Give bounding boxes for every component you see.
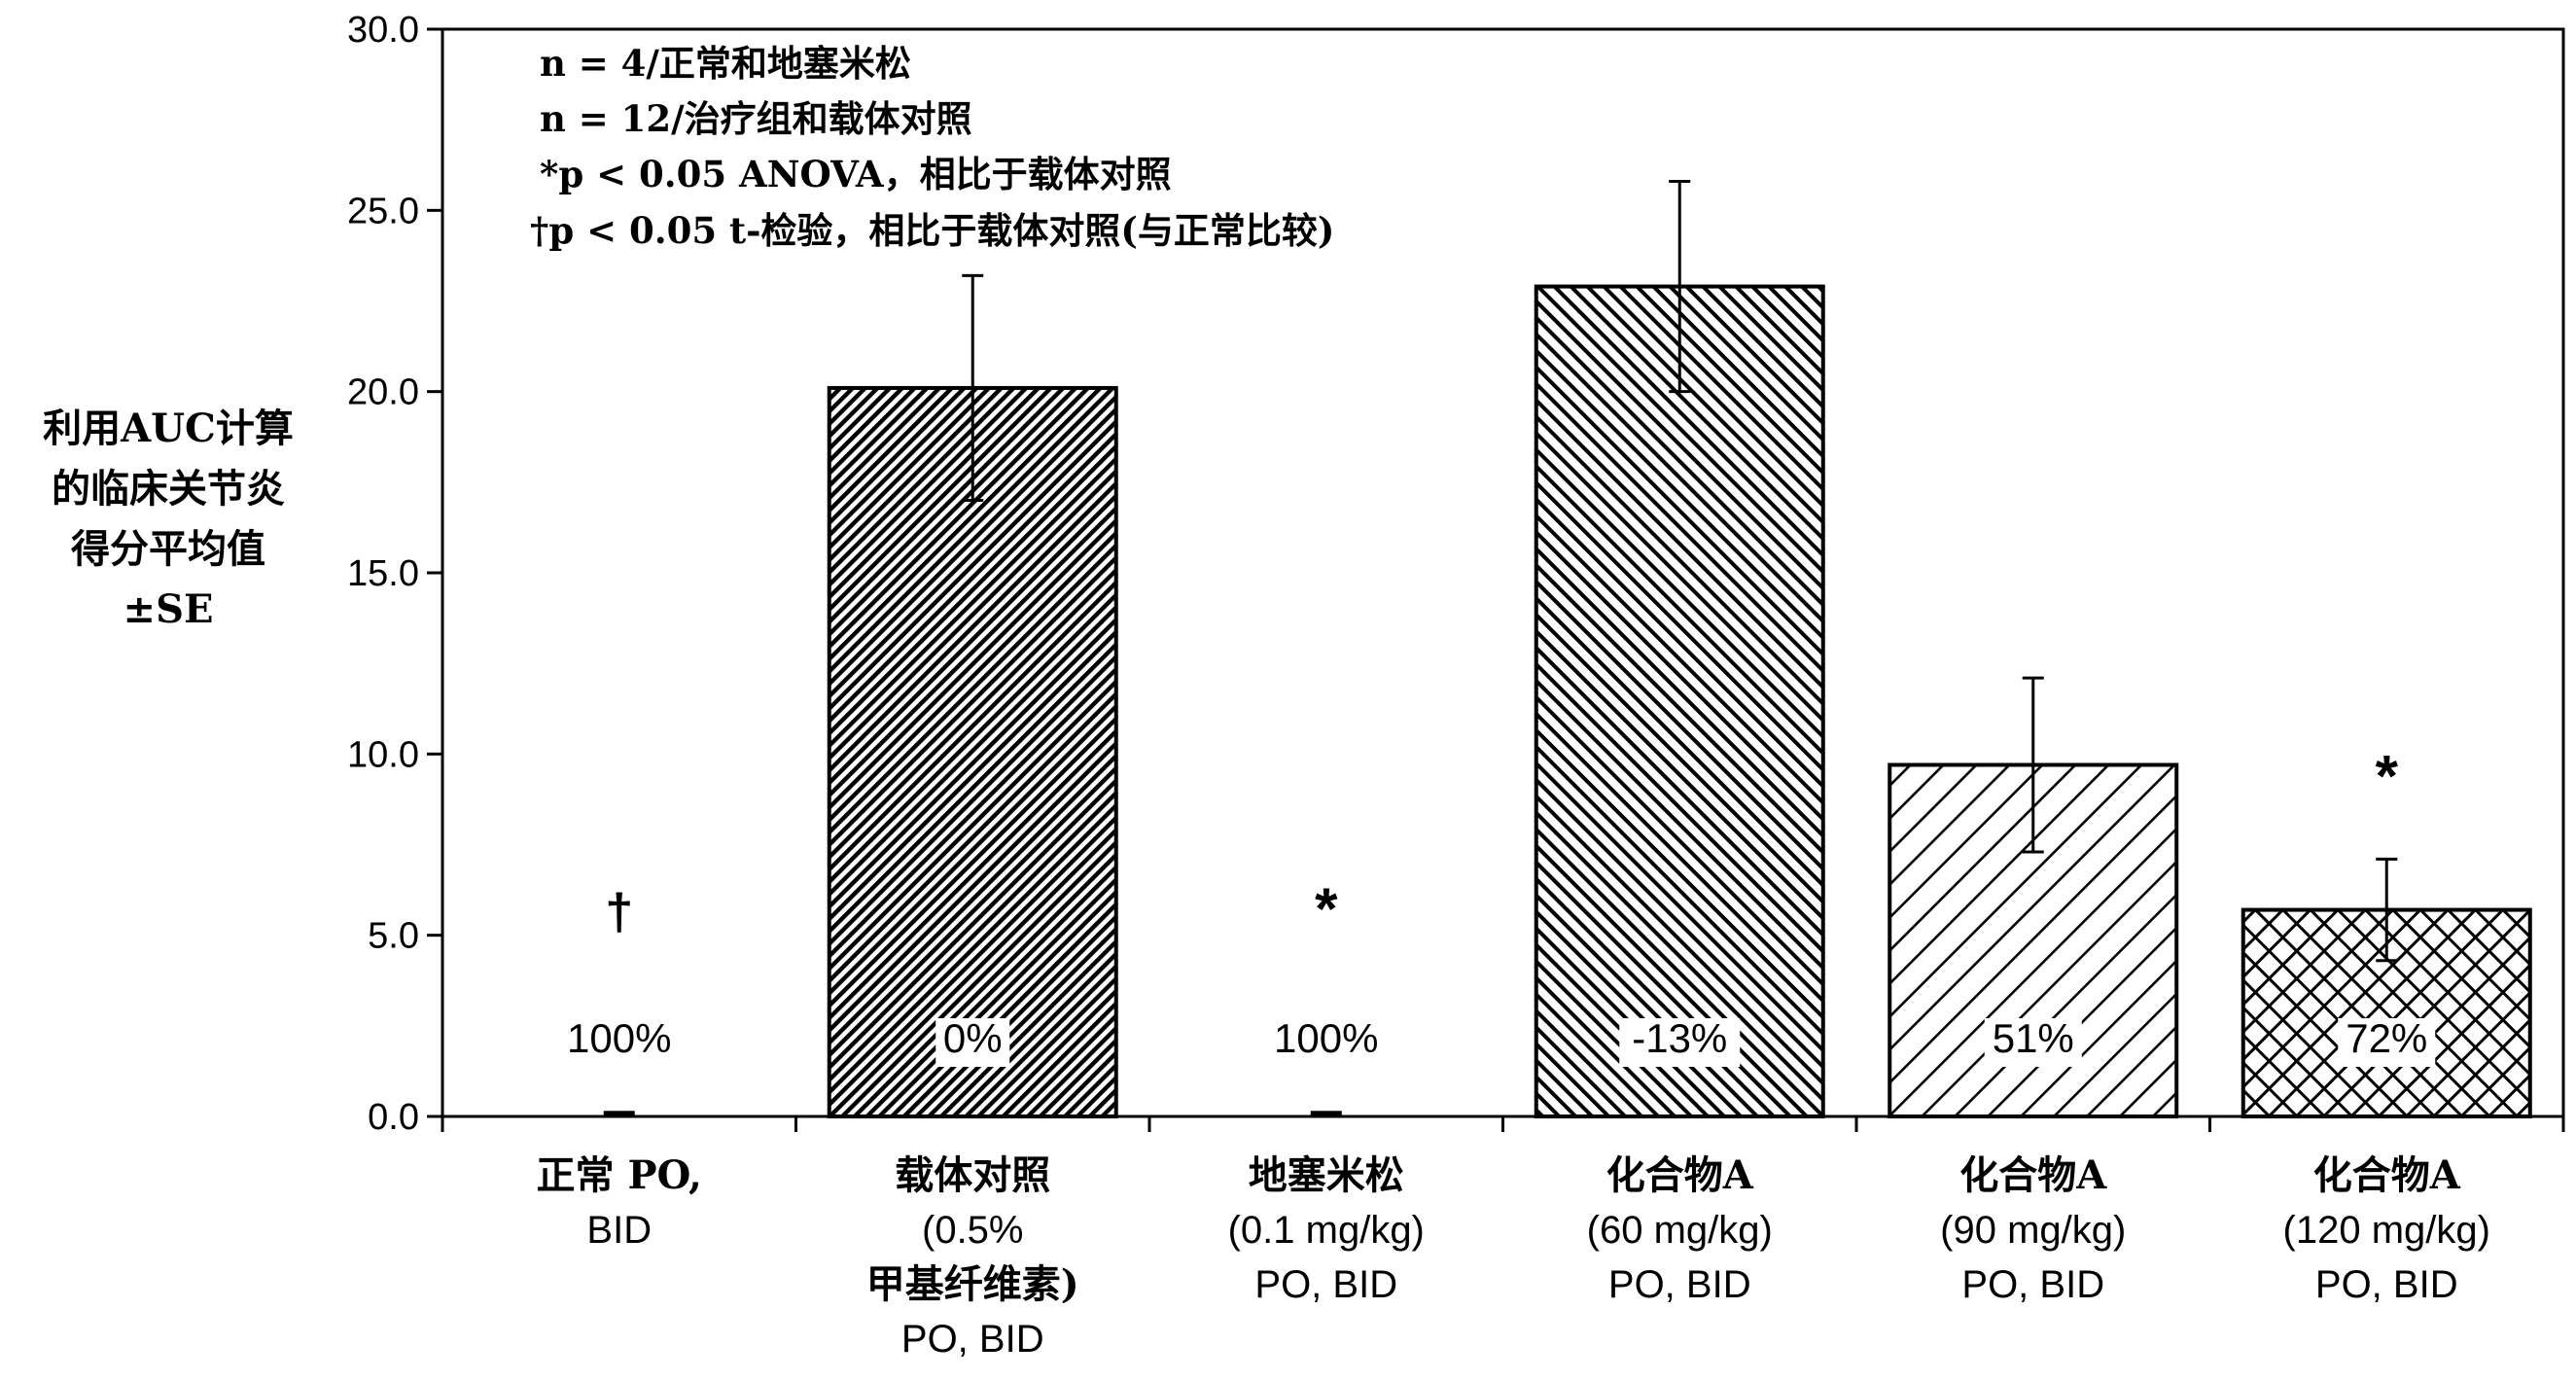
significance-mark: * bbox=[2376, 743, 2399, 808]
percent-label-box bbox=[1619, 1018, 1741, 1067]
category-label: 化合物A bbox=[1959, 1152, 2107, 1198]
category-labels: 正常 PO, BID 载体对照 (0.5% 甲基纤维素) PO, BID 地塞米松 (0.1 … bbox=[537, 1152, 2490, 1361]
y-axis-label-line: 利用AUC计算 bbox=[43, 406, 294, 451]
category-label: 化合物A bbox=[2313, 1152, 2461, 1198]
annotations: n = 4/正常和地塞米松 n = 12/治疗组和载体对照 *p < 0.05 … bbox=[530, 42, 1334, 252]
category-label: PO, BID bbox=[2315, 1263, 2458, 1306]
significance-mark: * bbox=[1315, 876, 1338, 941]
category-label: PO, BID bbox=[1254, 1263, 1397, 1306]
y-axis-label-line: 的临床关节炎 bbox=[52, 466, 285, 512]
bar bbox=[827, 385, 1118, 1118]
percent-label: 72% bbox=[2346, 1015, 2427, 1061]
percent-label: -13% bbox=[1632, 1015, 1727, 1061]
percent-label-box bbox=[2338, 1018, 2436, 1067]
percent-label-box bbox=[1984, 1018, 2082, 1067]
y-tick-label: 5.0 bbox=[368, 916, 419, 957]
bar bbox=[1534, 284, 1825, 1118]
percent-label: 100% bbox=[567, 1015, 671, 1061]
y-tick-label: 15.0 bbox=[347, 553, 419, 594]
category-label: (60 mg/kg) bbox=[1587, 1209, 1773, 1252]
category-label: (120 mg/kg) bbox=[2283, 1209, 2490, 1252]
y-axis-label-line: 得分平均值 bbox=[71, 526, 265, 572]
category-label: (0.1 mg/kg) bbox=[1228, 1209, 1425, 1252]
bar bbox=[603, 1111, 635, 1116]
category-label: (90 mg/kg) bbox=[1940, 1209, 2126, 1252]
y-tick-label: 20.0 bbox=[347, 372, 419, 413]
annotation-line: n = 12/治疗组和载体对照 bbox=[540, 97, 972, 140]
category-label: 地塞米松 bbox=[1249, 1152, 1404, 1198]
significance-mark: † bbox=[605, 884, 633, 940]
percent-label-box bbox=[935, 1018, 1010, 1067]
annotation-line: *p < 0.05 ANOVA，相比于载体对照 bbox=[540, 153, 1172, 195]
bar bbox=[1310, 1111, 1342, 1116]
annotation-line: n = 4/正常和地塞米松 bbox=[540, 42, 911, 85]
category-label: PO, BID bbox=[1961, 1263, 2104, 1306]
category-label: PO, BID bbox=[1608, 1263, 1751, 1306]
y-axis-label: 利用AUC计算 的临床关节炎 得分平均值 ±SE bbox=[8, 399, 329, 640]
bars: 100% † 0% 100% * -13% 51% 72% * bbox=[567, 180, 2532, 1119]
x-axis bbox=[441, 1116, 2565, 1132]
category-label: PO, BID bbox=[901, 1318, 1044, 1361]
percent-label: 0% bbox=[943, 1015, 1003, 1061]
percent-label: 100% bbox=[1274, 1015, 1378, 1061]
percent-label: 51% bbox=[1993, 1015, 2074, 1061]
y-tick-label: 30.0 bbox=[347, 10, 419, 51]
category-label: 化合物A bbox=[1606, 1152, 1754, 1198]
category-label: 载体对照 bbox=[895, 1152, 1050, 1198]
annotation-line: †p < 0.05 t-检验，相比于载体对照(与正常比较) bbox=[530, 209, 1334, 252]
category-label: BID bbox=[586, 1209, 652, 1252]
y-tick-label: 25.0 bbox=[347, 191, 419, 231]
category-label: (0.5% bbox=[922, 1209, 1024, 1252]
y-axis: 0.0 5.0 10.0 15.0 20.0 25.0 30.0 bbox=[347, 10, 442, 1138]
y-tick-label: 10.0 bbox=[347, 734, 419, 775]
category-label: 甲基纤维素) bbox=[866, 1261, 1079, 1307]
y-tick-label: 0.0 bbox=[368, 1097, 419, 1138]
category-label: 正常 PO, bbox=[537, 1152, 702, 1198]
y-axis-label-line: ±SE bbox=[123, 586, 214, 632]
